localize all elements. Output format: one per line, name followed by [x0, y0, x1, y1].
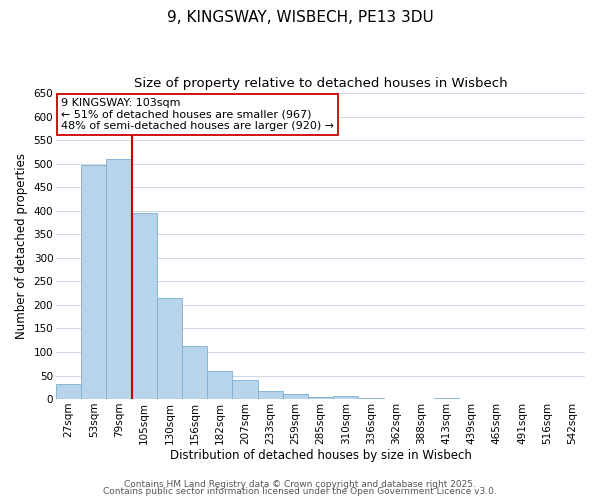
Text: Contains public sector information licensed under the Open Government Licence v3: Contains public sector information licen…	[103, 487, 497, 496]
Bar	[358, 398, 383, 399]
Bar	[56, 384, 81, 399]
X-axis label: Distribution of detached houses by size in Wisbech: Distribution of detached houses by size …	[170, 450, 472, 462]
Bar	[434, 398, 459, 399]
Bar	[207, 371, 232, 399]
Bar	[333, 396, 358, 399]
Bar	[106, 159, 131, 399]
Y-axis label: Number of detached properties: Number of detached properties	[15, 153, 28, 339]
Bar	[81, 164, 106, 399]
Text: 9 KINGSWAY: 103sqm
← 51% of detached houses are smaller (967)
48% of semi-detach: 9 KINGSWAY: 103sqm ← 51% of detached hou…	[61, 98, 334, 131]
Bar	[308, 396, 333, 399]
Bar	[232, 380, 257, 399]
Bar	[283, 394, 308, 399]
Text: 9, KINGSWAY, WISBECH, PE13 3DU: 9, KINGSWAY, WISBECH, PE13 3DU	[167, 10, 433, 25]
Bar	[257, 391, 283, 399]
Title: Size of property relative to detached houses in Wisbech: Size of property relative to detached ho…	[134, 78, 508, 90]
Bar	[131, 213, 157, 399]
Text: Contains HM Land Registry data © Crown copyright and database right 2025.: Contains HM Land Registry data © Crown c…	[124, 480, 476, 489]
Bar	[157, 298, 182, 399]
Bar	[182, 346, 207, 399]
